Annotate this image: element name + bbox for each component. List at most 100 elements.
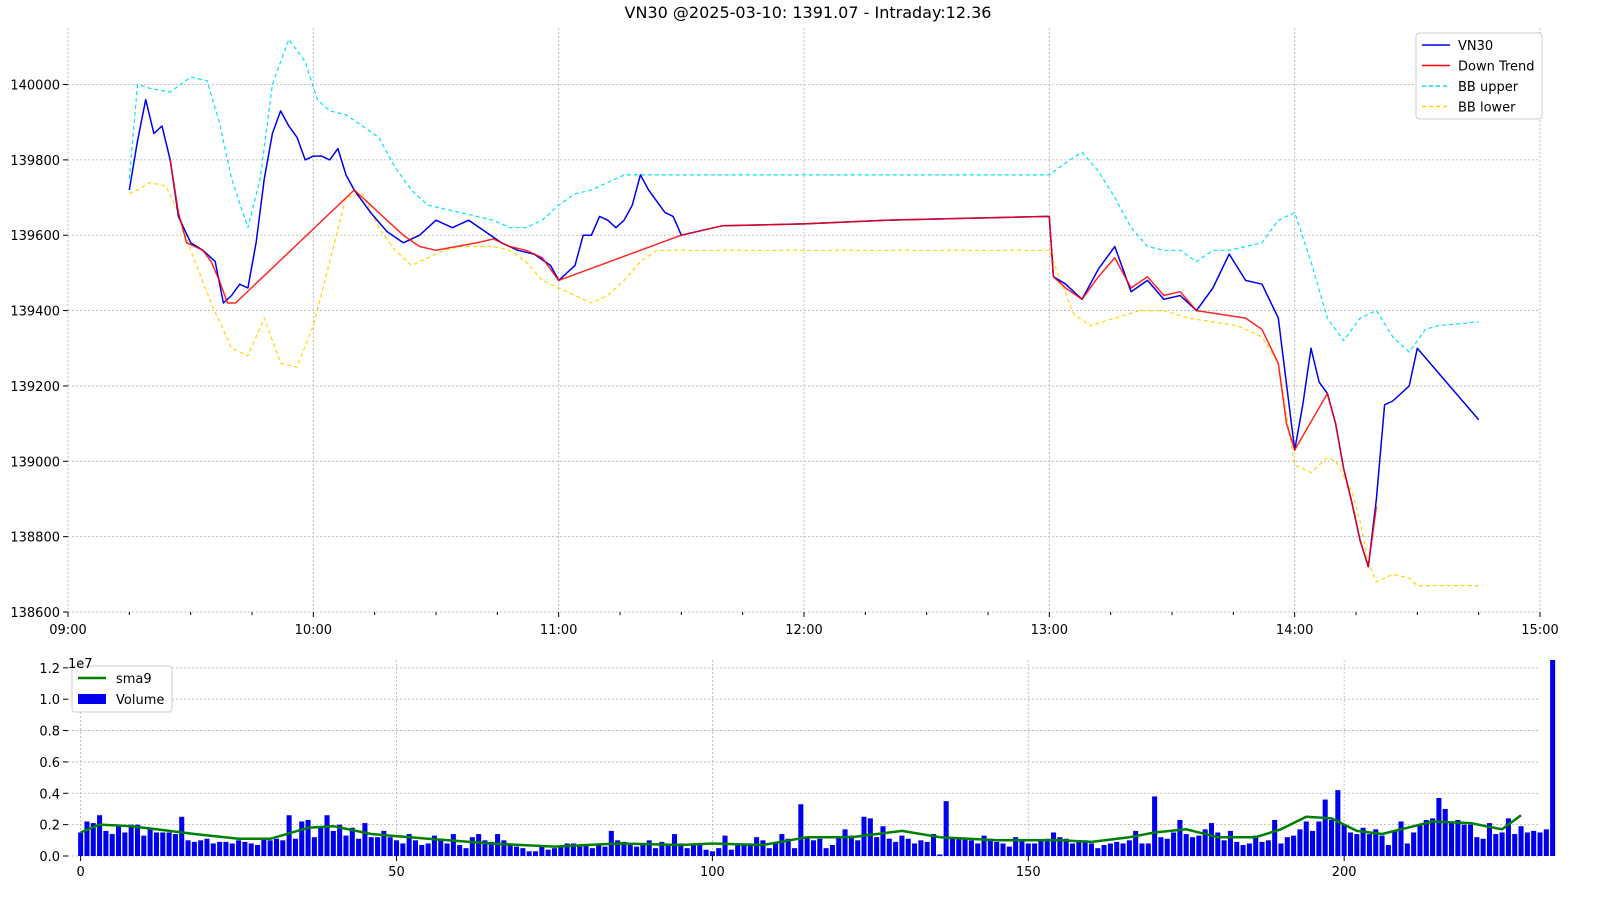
volume-bar [122, 832, 128, 856]
volume-bar [255, 845, 261, 856]
volume-bar [507, 843, 513, 856]
volume-bar [147, 829, 153, 856]
volume-bar [1284, 837, 1290, 856]
volume-bar [406, 834, 412, 856]
volume-bar [741, 845, 747, 856]
bb-lower-line [129, 181, 1479, 587]
volume-bar [1499, 832, 1505, 856]
volume-bar [97, 815, 103, 856]
volume-bar [1044, 838, 1050, 856]
volume-bar [754, 837, 760, 856]
volume-bar [1373, 829, 1379, 856]
volume-bar [141, 835, 147, 856]
volume-bar [653, 848, 659, 856]
volume-bar [1265, 840, 1271, 856]
y-tick-label: 140000 [10, 79, 60, 94]
volume-bar [1392, 830, 1398, 856]
volume-bar [1360, 827, 1366, 856]
volume-bar [1051, 832, 1057, 856]
volume-bar [539, 845, 545, 856]
volume-bar [1139, 843, 1145, 856]
volume-bar [867, 818, 873, 856]
y-tick-label: 138800 [10, 531, 60, 546]
volume-bar [1227, 830, 1233, 856]
volume-bar [886, 838, 892, 856]
volume-bar [463, 848, 469, 856]
volume-bar [280, 840, 286, 856]
volume-bar [804, 837, 810, 856]
volume-bar [1208, 823, 1215, 856]
x-tick-label: 200 [1332, 865, 1357, 880]
volume-bar [836, 837, 842, 856]
volume-bar [292, 838, 298, 856]
volume-legend: sma9 Volume [71, 665, 173, 713]
vn30-line [128, 98, 1480, 568]
volume-bar [286, 815, 292, 856]
volume-bar [1347, 832, 1353, 856]
legend-label: sma9 [116, 672, 152, 687]
y-tick-label: 139600 [10, 229, 60, 244]
volume-bar [709, 851, 715, 856]
volume-bar [1316, 821, 1322, 856]
volume-bar [1366, 834, 1372, 856]
volume-bar [817, 838, 823, 856]
volume-bar [229, 843, 235, 856]
volume-bar [1341, 824, 1347, 856]
volume-bar [318, 826, 324, 856]
volume-bar [514, 846, 520, 856]
volume-bar [1240, 845, 1246, 856]
volume-bar [1461, 824, 1467, 856]
volume-bar [722, 835, 728, 856]
volume-bars [78, 660, 1556, 856]
volume-bar [716, 848, 722, 856]
volume-bar [1335, 790, 1341, 856]
volume-bar [551, 848, 557, 856]
price-grid [67, 28, 1541, 613]
x-tick-label: 0 [76, 865, 84, 880]
volume-bar [905, 838, 911, 856]
volume-bar [564, 843, 570, 856]
volume-bar [1474, 837, 1480, 856]
volume-bar [1145, 843, 1151, 856]
volume-bar [1019, 840, 1025, 856]
volume-bar [1417, 824, 1423, 856]
volume-bar [880, 826, 886, 856]
volume-bar [1038, 840, 1044, 856]
volume-bar [1013, 837, 1019, 856]
volume-grid [68, 660, 1540, 857]
volume-bar [217, 841, 223, 856]
volume-bar [1253, 835, 1259, 856]
volume-bar [1518, 826, 1524, 856]
legend-label: VN30 [1458, 39, 1493, 54]
volume-bar [646, 840, 652, 856]
volume-bar [1101, 845, 1107, 856]
volume-bar [128, 824, 134, 856]
volume-bar [1442, 808, 1448, 856]
volume-bar [412, 840, 418, 856]
volume-bar [1114, 841, 1120, 856]
volume-bar [90, 823, 96, 856]
volume-bar [501, 840, 507, 856]
volume-bar [1303, 821, 1309, 856]
volume-bar [792, 848, 798, 856]
y-tick-label: 0.8 [39, 725, 60, 740]
volume-bar [602, 846, 608, 856]
volume-bar [1126, 840, 1132, 856]
volume-bar [1152, 796, 1158, 856]
x-tick-label: 13:00 [1031, 623, 1068, 638]
volume-bar [949, 837, 955, 856]
volume-bar [223, 841, 229, 856]
volume-bar [1082, 840, 1088, 856]
x-tick-label: 12:00 [785, 623, 822, 638]
volume-bar [558, 846, 564, 856]
volume-bar [577, 846, 583, 856]
volume-bar [1550, 660, 1556, 856]
volume-bar [343, 835, 349, 856]
volume-bar [349, 827, 355, 856]
volume-bar [116, 826, 122, 856]
volume-bar [1436, 797, 1442, 856]
volume-bar [330, 830, 336, 856]
volume-bar [532, 851, 539, 856]
price-panel: 09:00 10:00 11:00 12:00 13:00 14:00 15:00 13860… [10, 28, 1559, 638]
volume-bar [1120, 843, 1126, 856]
